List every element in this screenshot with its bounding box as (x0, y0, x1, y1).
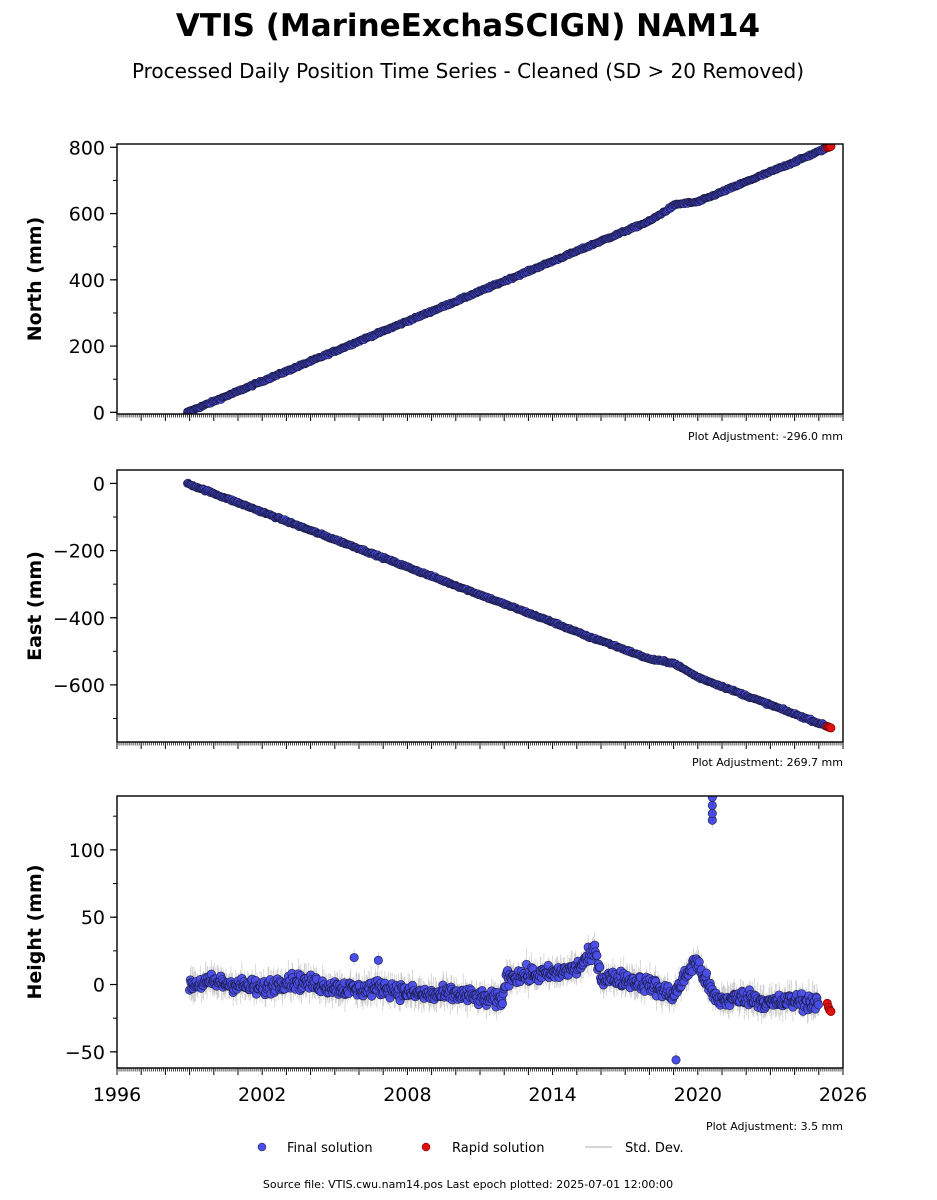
y-tick-label: −400 (53, 608, 105, 630)
source-footer: Source file: VTIS.cwu.nam14.pos Last epo… (263, 1178, 673, 1191)
final-point (595, 962, 605, 972)
north-plot-adjustment: Plot Adjustment: -296.0 mm (688, 430, 843, 443)
chart-title: VTIS (MarineExchaSCIGN) NAM14 (176, 8, 760, 44)
y-tick-label: 0 (93, 473, 105, 495)
rapid-point (826, 144, 836, 151)
final-point (498, 998, 508, 1008)
x-tick-label: 1996 (93, 1084, 141, 1106)
height-panel: −50 0 50 100 1996 2002 2008 2014 2020 2026 Height … (24, 795, 867, 1106)
north-axis-label: North (mm) (24, 217, 46, 342)
x-tick-label: 2014 (528, 1084, 576, 1106)
y-tick-label: 0 (93, 402, 105, 424)
north-plot-area (183, 144, 836, 414)
east-frame (116, 469, 844, 743)
north-panel: 0 200 400 600 800 North (mm) (24, 137, 844, 424)
x-tick-label: 2020 (674, 1084, 722, 1106)
final-point (671, 1055, 681, 1065)
y-tick-label: −50 (65, 1042, 105, 1064)
y-tick-label: −600 (53, 675, 105, 697)
east-panel: 0 −200 −400 −600 East (mm) (24, 469, 844, 749)
legend-rapid-marker (421, 1142, 431, 1152)
y-tick-label: 0 (93, 975, 105, 997)
height-plot-area (185, 796, 836, 1068)
rapid-point (826, 1006, 836, 1016)
east-plot-area (183, 478, 836, 733)
height-plot-adjustment: Plot Adjustment: 3.5 mm (706, 1120, 843, 1133)
final-point (349, 953, 359, 963)
final-point (707, 796, 717, 802)
legend-final-marker (257, 1142, 267, 1152)
final-point (702, 968, 712, 978)
east-plot-adjustment: Plot Adjustment: 269.7 mm (692, 756, 843, 769)
final-point (694, 957, 704, 967)
y-tick-label: 800 (69, 137, 105, 159)
final-point (813, 1000, 823, 1010)
height-axis-label: Height (mm) (24, 864, 46, 999)
chart-subtitle: Processed Daily Position Time Series - C… (132, 59, 804, 83)
x-tick-label: 2026 (819, 1084, 867, 1106)
y-tick-label: 600 (69, 204, 105, 226)
y-tick-label: −200 (53, 541, 105, 563)
y-tick-label: 50 (81, 907, 105, 929)
y-tick-label: 400 (69, 270, 105, 292)
legend-rapid-label: Rapid solution (452, 1141, 544, 1156)
legend-final-label: Final solution (287, 1141, 373, 1156)
height-frame (116, 795, 844, 1069)
east-axis-label: East (mm) (24, 551, 46, 661)
x-tick-label: 2002 (238, 1084, 286, 1106)
final-point (373, 955, 383, 965)
x-tick-label: 2008 (383, 1084, 431, 1106)
rapid-point (826, 723, 836, 733)
final-point (592, 951, 602, 961)
y-tick-label: 200 (69, 336, 105, 358)
legend-stddev-label: Std. Dev. (625, 1141, 684, 1156)
y-tick-label: 100 (69, 840, 105, 862)
legend: Final solution Rapid solution Std. Dev. (257, 1141, 684, 1156)
